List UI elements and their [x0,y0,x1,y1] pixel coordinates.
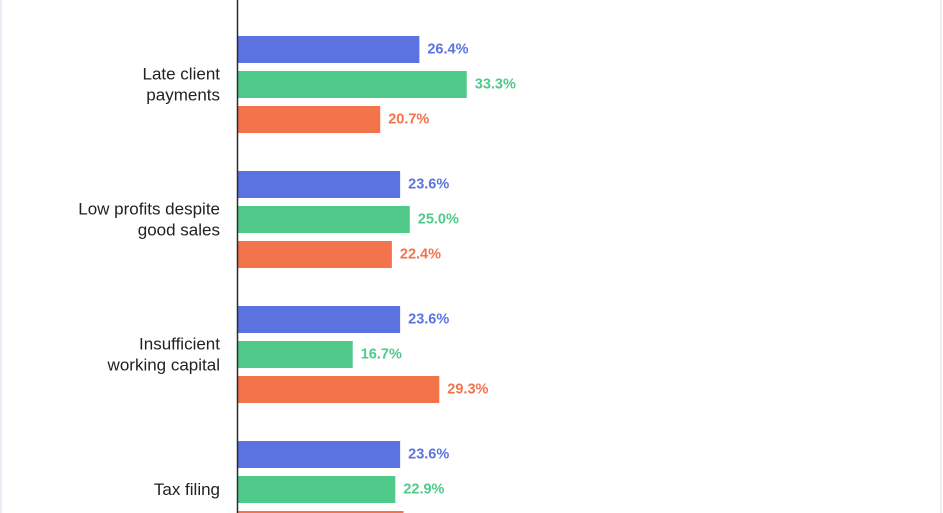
bar [238,441,401,468]
data-label: 22.4% [400,247,441,263]
bar [238,206,410,233]
bar-group: Low profits despite good sales 23.6% 25.0% 2… [78,171,459,268]
bar [238,306,401,333]
data-label: 23.6% [408,447,449,463]
data-label: 23.6% [408,312,449,328]
data-label: 25.0% [418,212,459,228]
bar-group: Tax filing 23.6% 22.9% [154,441,449,513]
data-label: 29.3% [447,382,488,398]
category-label: working capital [107,356,220,375]
bar [238,376,440,403]
bar [238,171,401,198]
category-label: Late client [143,65,221,84]
data-label: 22.9% [403,482,444,498]
data-label: 26.4% [427,42,468,58]
bar [238,106,381,133]
data-label: 33.3% [475,77,516,93]
bar-group: Insufficient working capital 23.6% 16.7% 29.… [107,306,489,403]
data-label: 20.7% [388,112,429,128]
bar-groups: Late client payments 26.4% 33.3% 20.7% Low pr… [78,36,516,513]
category-label: Low profits despite [78,200,220,219]
bar [238,71,467,98]
data-label: 16.7% [361,347,402,363]
bar [238,341,353,368]
bar [238,511,404,513]
bar [238,36,420,63]
bar-group: Late client payments 26.4% 33.3% 20.7% [143,36,516,133]
category-label: Tax filing [154,480,220,499]
category-label: good sales [138,221,220,240]
bar [238,476,396,503]
category-label: payments [146,86,220,105]
data-label: 23.6% [408,177,449,193]
bar [238,241,392,268]
category-label: Insufficient [139,335,220,354]
